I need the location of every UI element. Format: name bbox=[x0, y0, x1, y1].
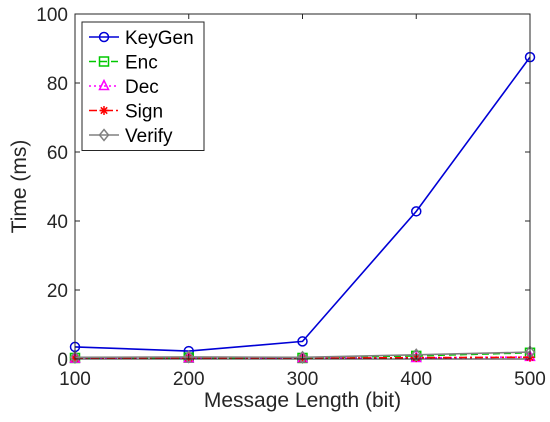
data-point-verify-400 bbox=[410, 348, 422, 362]
y-tick-label-80: 80 bbox=[47, 74, 68, 95]
x-tick-label-200: 200 bbox=[173, 369, 205, 390]
legend-marker-keygen bbox=[98, 31, 110, 43]
legend-label-dec: Dec bbox=[125, 77, 159, 98]
series-line-enc bbox=[74, 351, 531, 359]
legend-marker-sign bbox=[99, 106, 109, 115]
legend-item-enc: Enc bbox=[89, 53, 158, 74]
legend-marker-enc bbox=[98, 56, 110, 67]
legend-marker-dec bbox=[98, 78, 110, 91]
series-line-keygen bbox=[74, 56, 531, 352]
data-point-verify-200 bbox=[183, 350, 195, 364]
data-point-keygen-400 bbox=[411, 206, 422, 217]
x-tick-label-500: 500 bbox=[514, 369, 546, 390]
legend-label-verify: Verify bbox=[125, 126, 173, 147]
legend-item-sign: Sign bbox=[89, 102, 163, 123]
x-tick-label-300: 300 bbox=[287, 369, 319, 390]
legend-item-keygen: KeyGen bbox=[89, 28, 194, 49]
x-tick-label-100: 100 bbox=[59, 369, 91, 390]
y-tick-label-0: 0 bbox=[57, 350, 68, 371]
x-axis-title: Message Length (bit) bbox=[204, 389, 401, 412]
y-axis-title: Time (ms) bbox=[8, 140, 31, 234]
legend-item-verify: Verify bbox=[89, 126, 173, 147]
legend-label-keygen: KeyGen bbox=[125, 28, 194, 49]
y-tick-label-40: 40 bbox=[47, 212, 68, 233]
legend: KeyGen Enc Dec Sign Verify bbox=[81, 21, 205, 151]
legend-label-enc: Enc bbox=[125, 53, 158, 74]
y-tick-label-100: 100 bbox=[36, 5, 68, 26]
legend-marker-verify bbox=[98, 128, 110, 142]
x-tick-label-400: 400 bbox=[400, 369, 432, 390]
data-point-verify-100 bbox=[69, 350, 81, 364]
data-point-verify-300 bbox=[297, 350, 308, 364]
legend-label-sign: Sign bbox=[125, 102, 163, 123]
legend-box bbox=[81, 21, 205, 151]
legend-item-dec: Dec bbox=[89, 77, 159, 98]
axes-layer: 100 200 300 400 500 0 20 40 60 80 100 bbox=[36, 5, 546, 390]
y-tick-label-20: 20 bbox=[47, 281, 68, 302]
y-tick-label-60: 60 bbox=[47, 143, 68, 164]
data-point-keygen-300 bbox=[297, 336, 308, 347]
